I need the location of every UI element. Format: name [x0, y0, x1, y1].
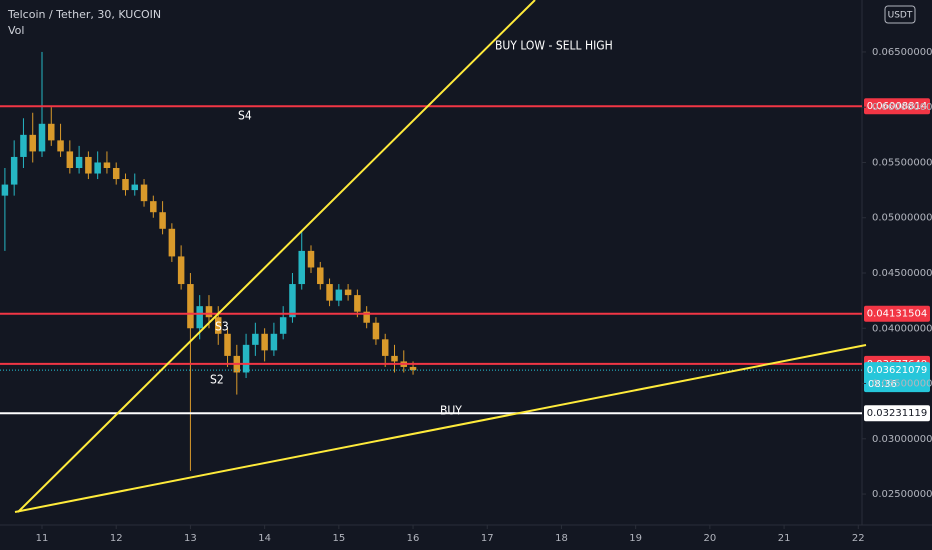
price-level-tag	[864, 405, 930, 422]
x-tick-label: 18	[555, 533, 568, 544]
last-price-label: 0.03621079	[867, 365, 927, 376]
candle-body	[85, 156, 92, 174]
candle-body	[289, 284, 296, 318]
y-tick-label: 0.05500000	[872, 157, 932, 168]
currency[interactable]: USDT	[888, 11, 913, 21]
candle-body	[326, 284, 333, 301]
volume-label: Vol	[8, 24, 24, 37]
trend-line	[17, 0, 536, 513]
y-tick-label: 0.03000000	[872, 434, 932, 445]
price-level-tag	[864, 305, 930, 322]
x-tick-label: 15	[332, 533, 345, 544]
y-tick-label: 0.04500000	[872, 268, 932, 279]
candle-body	[159, 212, 166, 229]
candle-body	[122, 179, 129, 191]
candle-body	[140, 184, 148, 202]
candle-body	[261, 333, 268, 351]
candle-body	[363, 311, 370, 323]
price-level-tag	[864, 98, 930, 115]
annotation: BUY LOW - SELL HIGH	[495, 39, 613, 53]
candle-body	[391, 355, 398, 362]
candle-body	[307, 250, 315, 268]
candle-body	[242, 344, 250, 373]
x-tick-label: 13	[184, 533, 197, 544]
price-level-label: 0.04131504	[867, 309, 927, 320]
candle-body	[214, 317, 222, 334]
candle-body	[372, 322, 380, 340]
candle-body	[94, 162, 101, 174]
candle-body	[131, 184, 139, 191]
candle-body	[112, 168, 120, 180]
candle-body	[205, 306, 213, 318]
chart-title: Telcoin / Tether, 30, KUCOIN	[7, 8, 161, 21]
candle-body	[20, 134, 27, 157]
candle-body	[38, 123, 46, 152]
annotation: BUY	[440, 404, 462, 418]
y-tick-label: 0.03500000	[872, 379, 932, 390]
candle-body	[57, 140, 64, 152]
levels: 0.060088140.041315040.036776490.03231119…	[0, 98, 930, 422]
candle-body	[103, 162, 111, 168]
candle-body	[75, 156, 83, 168]
annotation: S2	[210, 373, 224, 387]
candle-body	[1, 184, 9, 196]
x-tick-label: 11	[36, 533, 49, 544]
currency-box[interactable]	[884, 5, 916, 24]
last-price-tag	[864, 362, 930, 393]
x-tick-label: 22	[852, 533, 865, 544]
y-tick-label: 0.04000000	[872, 323, 932, 334]
annotation: S4	[238, 109, 252, 123]
candle-body	[168, 228, 176, 257]
x-tick-label: 21	[778, 533, 791, 544]
candle-body	[344, 289, 352, 296]
candle-body	[224, 333, 231, 356]
candle-body	[335, 289, 343, 301]
candle-body	[354, 295, 361, 312]
y-tick-label: 0.02500000	[872, 489, 932, 500]
candle-body	[270, 333, 278, 351]
candle-body	[298, 250, 305, 285]
y-tick-label: 0.06500000	[872, 47, 932, 58]
candle-body	[150, 201, 157, 213]
x-tick-label: 20	[704, 533, 717, 544]
candle-body	[48, 123, 55, 141]
y-tick-label: 0.05000000	[872, 213, 932, 224]
x-tick-label: 19	[629, 533, 642, 544]
candle-body	[196, 306, 203, 329]
x-tick-label: 16	[407, 533, 420, 544]
candle-body	[29, 134, 36, 152]
y-tick-label: 0.06000000	[872, 102, 932, 113]
x-tick-label: 17	[481, 533, 494, 544]
candle-body	[317, 267, 324, 285]
candle-body	[66, 151, 74, 168]
axes: 0.02500000 0.03000000 0.03500000 0.04000000…	[36, 47, 932, 544]
candles	[1, 51, 417, 471]
price-level-label: 0.03231119	[867, 408, 927, 419]
trend-line	[14, 344, 867, 513]
candle-body	[252, 333, 259, 345]
candle-body	[10, 156, 18, 185]
candle-body	[279, 317, 287, 334]
candle-body	[187, 284, 194, 329]
annotation: S3	[215, 320, 229, 334]
price-level-label: 0.06008814	[867, 101, 927, 112]
x-tick-label: 14	[258, 533, 271, 544]
candle-body	[381, 339, 389, 356]
countdown: 08:36	[868, 379, 897, 390]
candle-body	[177, 256, 185, 285]
candle-body	[409, 366, 417, 371]
x-tick-label: 12	[110, 533, 123, 544]
